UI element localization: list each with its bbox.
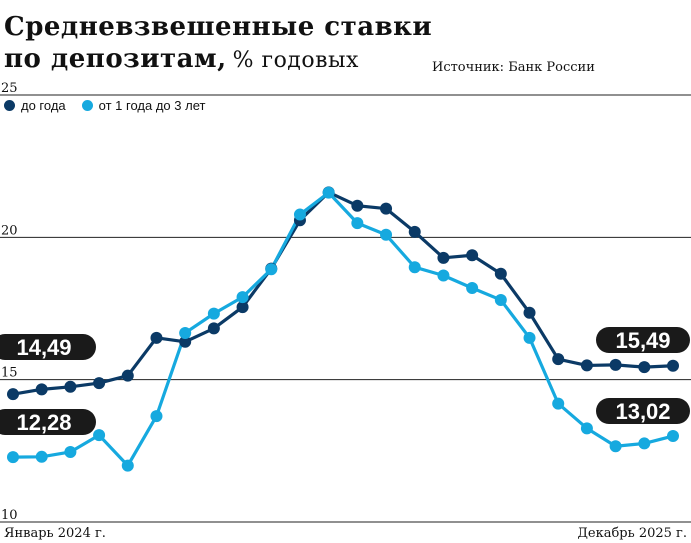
chart-title-line1: Средневзвешенные ставки [4, 12, 433, 42]
x-axis-start-label: Январь 2024 г. [4, 526, 106, 541]
data-point-series1-15 [408, 225, 421, 238]
legend-marker-series2 [81, 100, 93, 111]
y-tick-label-10: 10 [1, 508, 18, 523]
data-point-series1-19 [523, 306, 536, 319]
chart-subtitle: % годовых [232, 48, 359, 73]
data-point-series1-3 [64, 380, 77, 393]
data-point-series1-21 [580, 359, 593, 372]
data-point-series1-23 [638, 361, 651, 374]
data-point-series2-6 [150, 410, 163, 423]
data-point-series2-8 [207, 307, 220, 320]
badge-series2-end: 13,02 [615, 399, 670, 424]
data-point-series1-22 [609, 358, 622, 371]
data-point-series1-5 [121, 369, 134, 382]
data-point-series2-9 [236, 291, 249, 304]
badge-series1-start: 14,49 [16, 335, 71, 360]
data-point-series2-22 [609, 440, 622, 453]
data-point-series2-5 [121, 459, 134, 472]
data-point-series2-1 [7, 451, 19, 464]
x-axis-end-label: Декабрь 2025 г. [577, 526, 687, 541]
y-tick-label-20: 20 [1, 223, 18, 238]
series-line-1 [12, 190, 674, 396]
data-point-series2-7 [179, 326, 192, 339]
data-point-series1-18 [494, 267, 507, 280]
data-point-series1-16 [437, 251, 450, 264]
data-point-series2-19 [523, 331, 536, 344]
y-tick-label-15: 15 [1, 366, 18, 381]
data-point-series1-7 [179, 335, 192, 348]
legend-label-series1: до года [21, 98, 66, 113]
data-point-series1-24 [667, 359, 679, 372]
data-point-series2-10 [265, 263, 278, 276]
data-point-series1-4 [93, 377, 106, 390]
data-point-series2-11 [293, 208, 306, 221]
data-point-series1-6 [150, 331, 163, 344]
badge-series2-start: 12,28 [16, 410, 71, 435]
data-point-series1-20 [552, 353, 565, 366]
data-point-series2-15 [408, 261, 421, 274]
data-point-series1-14 [380, 202, 393, 215]
data-point-series1-17 [466, 249, 479, 262]
legend-marker-series1 [4, 100, 15, 111]
data-point-series2-3 [64, 445, 77, 458]
data-point-series2-16 [437, 269, 450, 282]
data-point-series1-2 [35, 383, 48, 396]
source-note: Источник: Банк России [432, 60, 595, 75]
data-point-series1-13 [351, 199, 364, 212]
data-point-series1-1 [7, 388, 19, 401]
data-point-series2-13 [351, 217, 364, 230]
badge-series2-start-bg [0, 409, 96, 435]
data-point-series2-12 [322, 186, 335, 199]
data-point-series2-17 [466, 282, 479, 295]
chart-title-line2: по депозитам,% годовых [4, 44, 359, 74]
legend-label-series2: от 1 года до 3 лет [98, 98, 206, 113]
series-line-2 [12, 191, 674, 468]
badge-series1-end: 15,49 [615, 328, 670, 353]
badge-series1-end-bg [596, 327, 690, 353]
data-point-series2-21 [580, 422, 593, 435]
data-point-series2-18 [494, 293, 507, 306]
data-point-series2-2 [35, 450, 48, 463]
badge-series2-end-bg [596, 398, 690, 424]
data-point-series2-23 [638, 437, 651, 450]
data-point-series2-4 [93, 429, 106, 442]
data-point-series2-20 [552, 397, 565, 410]
data-point-series2-24 [667, 430, 679, 443]
badge-series1-start-bg [0, 334, 96, 360]
y-tick-label-25: 25 [1, 81, 18, 96]
legend-item-series1: до года [4, 98, 66, 113]
data-point-series1-8 [207, 322, 220, 335]
legend: до года от 1 года до 3 лет [4, 98, 215, 113]
legend-item-series2: от 1 года до 3 лет [81, 98, 206, 113]
data-point-series1-9 [236, 301, 249, 314]
data-point-series2-14 [380, 228, 393, 241]
